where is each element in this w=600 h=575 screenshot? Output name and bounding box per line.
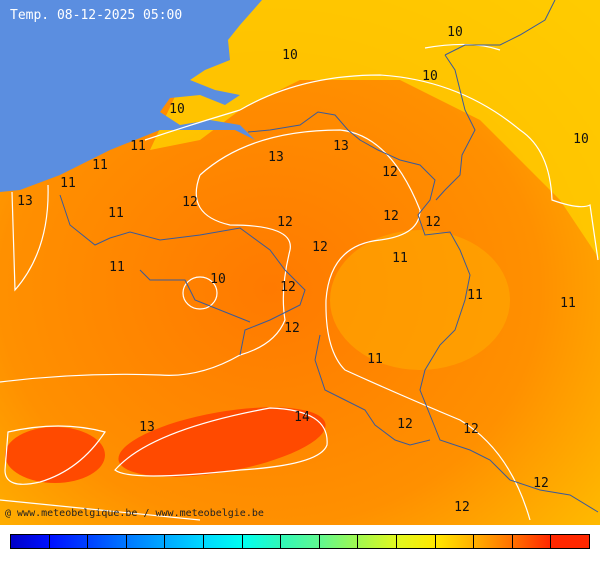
temperature-label: 11 xyxy=(560,296,576,311)
temperature-label: 12 xyxy=(463,422,479,437)
temperature-label: 11 xyxy=(109,260,125,275)
temperature-colorbar xyxy=(10,534,590,549)
cool-zone-east xyxy=(330,230,510,370)
temperature-label: 12 xyxy=(383,209,399,224)
temperature-label: 12 xyxy=(454,500,470,515)
colorbar-segment xyxy=(242,535,282,548)
isotherms xyxy=(0,43,599,521)
temperature-label: 11 xyxy=(367,352,383,367)
temperature-label: 12 xyxy=(382,165,398,180)
temperature-label: 11 xyxy=(392,251,408,266)
temperature-label: 10 xyxy=(447,25,463,40)
temperature-label: 13 xyxy=(268,150,284,165)
temperature-label: 11 xyxy=(130,139,146,154)
colorbar-segment xyxy=(49,535,89,548)
colorbar-segment xyxy=(11,535,50,548)
temperature-label: 10 xyxy=(169,102,185,117)
colorbar-segment xyxy=(319,535,359,548)
colorbar-segment xyxy=(165,535,204,548)
temperature-label: 13 xyxy=(17,194,33,209)
temperature-label: 12 xyxy=(182,195,198,210)
temperature-label: 14 xyxy=(294,410,310,425)
colorbar-segment xyxy=(88,535,127,548)
temperature-label: 12 xyxy=(425,215,441,230)
temperature-label: 13 xyxy=(333,139,349,154)
colorbar-segment xyxy=(358,535,397,548)
colorbar-segment xyxy=(474,535,513,548)
temperature-label: 12 xyxy=(312,240,328,255)
temperature-label: 12 xyxy=(397,417,413,432)
colorbar-segment xyxy=(551,535,589,548)
temperature-label: 10 xyxy=(210,272,226,287)
temperature-label: 12 xyxy=(533,476,549,491)
colorbar-segment xyxy=(512,535,552,548)
warm-zone-sw xyxy=(5,427,105,483)
temperature-map: 10 10 10 10 10 11 11 11 13 11 12 13 13 12 12 12 12 12 11 11… xyxy=(0,0,600,525)
temperature-label: 12 xyxy=(280,280,296,295)
colorbar-segment xyxy=(396,535,436,548)
map-title: Temp. 08-12-2025 05:00 xyxy=(10,8,183,23)
temperature-label: 10 xyxy=(282,48,298,63)
temperature-label: 13 xyxy=(139,420,155,435)
temperature-label: 11 xyxy=(467,288,483,303)
temperature-label: 10 xyxy=(573,132,589,147)
warm-zone-s xyxy=(118,407,326,477)
temperature-label: 11 xyxy=(60,176,76,191)
temperature-labels: 10 10 10 10 10 11 11 11 13 11 12 13 13 12 12 12 12 12 11 11… xyxy=(17,25,589,515)
temperature-label: 10 xyxy=(422,69,438,84)
credit-text: @ www.meteobelgique.be / www.meteobelgie… xyxy=(5,508,264,519)
sea xyxy=(0,0,262,192)
cool-zone-north xyxy=(150,0,600,260)
temperature-label: 12 xyxy=(284,321,300,336)
colorbar-segment xyxy=(281,535,320,548)
colorbar-segment xyxy=(126,535,166,548)
temperature-label: 11 xyxy=(108,206,124,221)
temperature-label: 11 xyxy=(92,158,108,173)
temperature-label: 12 xyxy=(277,215,293,230)
colorbar-segment xyxy=(203,535,243,548)
colorbar-segment xyxy=(435,535,475,548)
country-borders xyxy=(59,0,599,513)
